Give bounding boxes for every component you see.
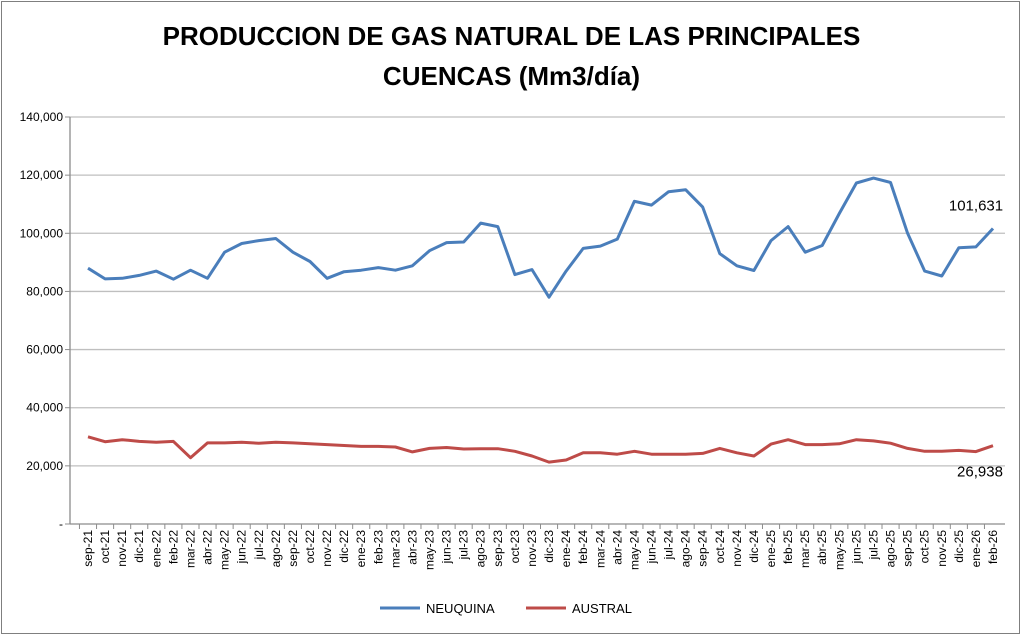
x-tick-label: ago-22 [269, 530, 283, 568]
x-tick-label: jul-23 [457, 530, 471, 561]
x-tick-label: nov-25 [935, 530, 949, 567]
x-tick-label: mar-25 [798, 530, 812, 568]
y-tick-label: 80,000 [26, 284, 63, 298]
x-tick-label: ene-24 [559, 530, 573, 568]
x-tick-label: feb-25 [781, 530, 795, 564]
x-tick-label: mar-23 [388, 530, 402, 568]
y-tick-label: 140,000 [20, 110, 64, 124]
x-tick-label: nov-21 [115, 530, 129, 567]
x-tick-label: sep-25 [901, 530, 915, 567]
x-tick-label: abr-24 [610, 530, 624, 565]
chart-title: PRODUCCION DE GAS NATURAL DE LAS PRINCIP… [0, 16, 1023, 96]
x-tick-label: mar-24 [593, 530, 607, 568]
y-tick-label: 20,000 [26, 459, 63, 473]
chart-title-line2: CUENCAS (Mm3/día) [382, 61, 641, 91]
x-tick-label: jun-24 [644, 530, 658, 565]
x-tick-label: nov-24 [730, 530, 744, 567]
x-tick-label: may-22 [218, 530, 232, 570]
x-tick-label: oct-25 [918, 530, 932, 564]
x-tick-label: abr-25 [815, 530, 829, 565]
x-tick-label: sep-23 [491, 530, 505, 567]
legend-label-austral: AUSTRAL [572, 601, 632, 616]
x-tick-label: may-24 [627, 530, 641, 570]
x-tick-label: jun-23 [440, 530, 454, 565]
x-tick-label: oct-21 [98, 530, 112, 564]
x-tick-label: nov-22 [320, 530, 334, 567]
x-tick-label: abr-22 [201, 530, 215, 565]
x-tick-label: ago-23 [474, 530, 488, 568]
x-tick-label: ago-25 [884, 530, 898, 568]
x-tick-label: feb-23 [371, 530, 385, 564]
x-tick-label: jul-24 [662, 530, 676, 561]
x-tick-label: feb-24 [576, 530, 590, 564]
x-tick-label: jun-22 [235, 530, 249, 565]
x-tick-label: feb-22 [166, 530, 180, 564]
x-tick-label: sep-21 [81, 530, 95, 567]
x-tick-label: ago-24 [679, 530, 693, 568]
y-tick-label: - [59, 517, 63, 531]
x-tick-label: jul-22 [252, 530, 266, 561]
x-tick-label: oct-23 [508, 530, 522, 564]
x-tick-label: dic-23 [542, 530, 556, 563]
x-tick-label: may-23 [423, 530, 437, 570]
y-tick-label: 60,000 [26, 343, 63, 357]
data-label-neuquina-last: 101,631 [949, 198, 1003, 215]
x-tick-label: oct-24 [713, 530, 727, 564]
x-tick-label: sep-22 [286, 530, 300, 567]
x-tick-label: may-25 [832, 530, 846, 570]
x-tick-label: sep-24 [696, 530, 710, 567]
y-tick-label: 120,000 [20, 168, 64, 182]
x-tick-label: ene-22 [149, 530, 163, 568]
x-tick-label: oct-22 [303, 530, 317, 564]
x-tick-label: feb-26 [986, 530, 1000, 564]
series-line-neuquina [87, 176, 995, 299]
x-tick-label: jun-25 [849, 530, 863, 565]
x-tick-label: nov-23 [525, 530, 539, 567]
y-tick-label: 100,000 [20, 226, 64, 240]
series-line-austral [87, 435, 994, 464]
data-label-austral-last: 26,938 [957, 464, 1003, 481]
x-tick-label: ene-25 [764, 530, 778, 568]
x-tick-label: ene-23 [354, 530, 368, 568]
x-tick-label: dic-21 [132, 530, 146, 563]
chart-title-line1: PRODUCCION DE GAS NATURAL DE LAS PRINCIP… [162, 21, 861, 51]
x-tick-label: dic-25 [952, 530, 966, 563]
x-tick-label: dic-22 [337, 530, 351, 563]
x-tick-label: mar-22 [183, 530, 197, 568]
x-tick-label: dic-24 [747, 530, 761, 563]
x-tick-label: ene-26 [969, 530, 983, 568]
y-tick-label: 40,000 [26, 401, 63, 415]
x-tick-label: jul-25 [866, 530, 880, 561]
x-tick-label: abr-23 [405, 530, 419, 565]
legend-label-neuquina: NEUQUINA [426, 601, 495, 616]
